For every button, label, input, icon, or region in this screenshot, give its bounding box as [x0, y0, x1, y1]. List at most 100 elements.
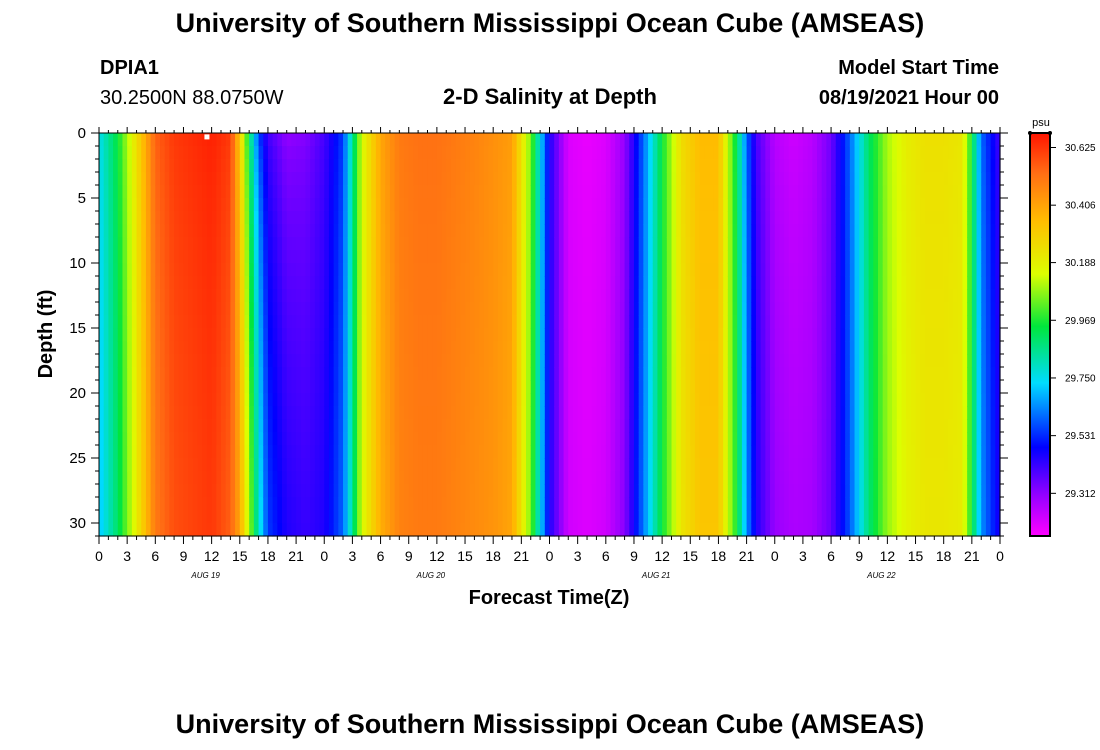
heatmap-cell	[718, 250, 724, 264]
heatmap-cell	[802, 276, 809, 290]
heatmap-cell	[117, 523, 124, 537]
heatmap-cell	[131, 380, 138, 394]
heatmap-cell	[526, 419, 532, 433]
heatmap-cell	[831, 315, 837, 329]
heatmap-cell	[319, 419, 325, 433]
heatmap-cell	[483, 367, 490, 381]
heatmap-cell	[202, 146, 208, 160]
heatmap-cell	[793, 315, 799, 329]
heatmap-cell	[812, 497, 818, 511]
heatmap-cell	[638, 419, 644, 433]
heatmap-cell	[821, 341, 827, 355]
heatmap-cell	[601, 432, 607, 446]
heatmap-cell	[413, 237, 419, 251]
heatmap-cell	[108, 406, 114, 420]
heatmap-cell	[755, 406, 762, 420]
heatmap-cell	[779, 523, 785, 537]
heatmap-cell	[727, 172, 734, 186]
heatmap-cell	[155, 484, 161, 498]
heatmap-cell	[572, 380, 579, 394]
heatmap-cell	[657, 146, 663, 160]
heatmap-cell	[521, 380, 527, 394]
heatmap-cell	[704, 367, 710, 381]
heatmap-cell	[680, 393, 687, 407]
heatmap-cell	[267, 198, 274, 212]
heatmap-cell	[399, 393, 405, 407]
heatmap-cell	[526, 224, 532, 238]
heatmap-cell	[361, 198, 368, 212]
heatmap-cell	[225, 380, 231, 394]
heatmap-cell	[267, 393, 274, 407]
heatmap-cell	[352, 432, 358, 446]
heatmap-cell	[544, 406, 551, 420]
heatmap-cell	[418, 133, 424, 147]
heatmap-cell	[840, 497, 846, 511]
heatmap-cell	[432, 354, 438, 368]
heatmap-cell	[343, 198, 349, 212]
heatmap-cell	[343, 302, 349, 316]
heatmap-cell	[816, 185, 823, 199]
heatmap-cell	[422, 328, 429, 342]
heatmap-cell	[258, 406, 264, 420]
heatmap-cell	[544, 328, 551, 342]
heatmap-cell	[192, 458, 199, 472]
heatmap-cell	[572, 185, 579, 199]
heatmap-cell	[558, 276, 565, 290]
heatmap-cell	[113, 458, 119, 472]
heatmap-cell	[103, 250, 109, 264]
heatmap-cell	[554, 211, 560, 225]
heatmap-cell	[422, 419, 429, 433]
heatmap-cell	[202, 445, 208, 459]
heatmap-cell	[263, 419, 269, 433]
heatmap-cell	[422, 471, 429, 485]
heatmap-cell	[131, 146, 138, 160]
heatmap-cell	[113, 289, 119, 303]
heatmap-cell	[582, 224, 588, 238]
heatmap-cell	[601, 523, 607, 537]
heatmap-cell	[544, 302, 551, 316]
heatmap-cell	[141, 315, 147, 329]
heatmap-cell	[601, 445, 607, 459]
heatmap-cell	[277, 354, 283, 368]
heatmap-cell	[596, 471, 602, 485]
heatmap-cell	[530, 497, 537, 511]
heatmap-cell	[282, 328, 288, 342]
heatmap-cell	[249, 302, 255, 316]
heatmap-cell	[211, 497, 217, 511]
heatmap-cell	[380, 380, 386, 394]
heatmap-cell	[216, 172, 222, 186]
heatmap-cell	[197, 172, 203, 186]
heatmap-cell	[755, 419, 762, 433]
heatmap-cell	[460, 302, 466, 316]
heatmap-cell	[305, 250, 311, 264]
heatmap-cell	[709, 380, 715, 394]
heatmap-cell	[619, 224, 626, 238]
heatmap-cell	[723, 419, 729, 433]
heatmap-cell	[497, 393, 504, 407]
heatmap-cell	[436, 406, 443, 420]
heatmap-cell	[244, 419, 250, 433]
heatmap-cell	[563, 198, 569, 212]
heatmap-cell	[511, 289, 518, 303]
heatmap-cell	[347, 367, 353, 381]
heatmap-cell	[507, 354, 513, 368]
heatmap-cell	[145, 198, 152, 212]
heatmap-cell	[662, 302, 668, 316]
heatmap-cell	[770, 289, 776, 303]
heatmap-cell	[816, 289, 823, 303]
heatmap-cell	[394, 328, 400, 342]
heatmap-cell	[845, 172, 851, 186]
heatmap-cell	[178, 510, 185, 524]
heatmap-cell	[319, 497, 325, 511]
heatmap-cell	[113, 198, 119, 212]
heatmap-cell	[169, 484, 175, 498]
heatmap-cell	[239, 250, 246, 264]
heatmap-cell	[211, 172, 217, 186]
heatmap-cell	[136, 367, 142, 381]
heatmap-cell	[178, 380, 185, 394]
heatmap-cell	[455, 315, 461, 329]
heatmap-cell	[685, 276, 691, 290]
heatmap-cell	[122, 497, 128, 511]
heatmap-cell	[502, 393, 508, 407]
heatmap-cell	[343, 263, 349, 277]
